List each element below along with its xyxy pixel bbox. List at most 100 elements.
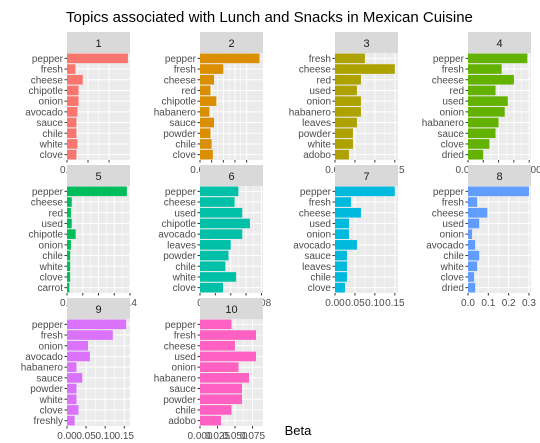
bar-chile <box>67 128 77 139</box>
bar-leaves <box>335 117 357 128</box>
y-tick-label: used <box>174 208 196 219</box>
bar-pepper <box>200 53 260 64</box>
bar-clove <box>67 405 79 415</box>
bar-used <box>200 207 243 218</box>
bar-chipotle <box>67 229 76 239</box>
bar-habanero <box>335 107 361 117</box>
y-tick-label: cheese <box>299 208 332 219</box>
facet-panel-1: 1 pepperfreshcheesechipotleonionavocadosa… <box>25 32 130 176</box>
bar-habanero <box>200 373 249 383</box>
bar-cheese <box>468 74 514 85</box>
bar-leaves <box>200 240 231 250</box>
x-tick-label: 0.1 <box>481 298 495 309</box>
facet-panel-8: 8 pepperfreshcheeseusedonionavocadochilew… <box>426 165 536 309</box>
bar-chipotle <box>67 85 79 96</box>
bar-pepper <box>468 186 529 197</box>
bar-onion <box>335 96 361 106</box>
bar-adobo <box>335 149 349 160</box>
y-tick-label: fresh <box>174 65 196 76</box>
y-tick-label: used <box>309 219 331 230</box>
facet-panel-4: 4 pepperfreshcheeseredusedonionhabanerosa… <box>422 32 540 176</box>
y-tick-label: freshly <box>34 416 63 427</box>
bar-clove <box>67 272 71 282</box>
y-tick-label: dried <box>442 283 464 294</box>
bar-clove <box>200 282 224 293</box>
y-tick-label: pepper <box>433 54 465 65</box>
bar-fresh <box>335 197 351 207</box>
y-tick-label: adobo <box>168 416 196 427</box>
y-tick-label: adobo <box>303 150 331 161</box>
bar-clove <box>67 149 77 160</box>
panel-background <box>468 186 531 293</box>
y-tick-label: white <box>39 262 64 273</box>
bar-cheese <box>200 340 235 351</box>
y-tick-label: sauce <box>36 118 63 129</box>
y-tick-label: clove <box>441 272 465 283</box>
facet-strip <box>200 298 263 319</box>
bar-onion <box>67 96 79 106</box>
y-tick-label: onion <box>172 363 196 374</box>
facet-strip <box>67 32 130 53</box>
bar-used <box>335 85 357 96</box>
bar-fresh <box>468 197 478 207</box>
bar-sauce <box>67 373 83 383</box>
y-tick-label: dried <box>442 150 464 161</box>
bar-used <box>468 96 508 106</box>
bar-white <box>67 261 71 272</box>
bar-sauce <box>200 383 242 394</box>
y-tick-label: red <box>317 75 331 86</box>
y-tick-label: clove <box>40 272 64 283</box>
y-tick-label: habanero <box>21 363 64 374</box>
y-tick-label: red <box>49 208 63 219</box>
y-tick-label: powder <box>30 384 63 395</box>
y-tick-label: sauce <box>304 251 331 262</box>
bar-adobo <box>200 415 221 426</box>
facet-strip-label: 8 <box>496 171 502 183</box>
bar-sauce <box>200 117 214 128</box>
bar-clove <box>468 272 475 282</box>
bar-freshly <box>67 415 75 426</box>
y-tick-label: chile <box>42 251 63 262</box>
y-tick-label: pepper <box>165 187 197 198</box>
facet-strip-label: 3 <box>363 38 369 50</box>
y-tick-label: habanero <box>154 107 197 118</box>
facet-panels: 1pepperfreshcheesechipotleonionavocadosa… <box>21 32 540 442</box>
y-tick-label: fresh <box>41 331 63 342</box>
y-tick-label: leaves <box>167 240 196 251</box>
facet-strip <box>335 32 398 53</box>
bar-sauce <box>468 128 496 139</box>
y-tick-label: chipotle <box>162 219 197 230</box>
bar-onion <box>468 229 473 239</box>
bar-pepper <box>200 319 232 330</box>
bar-onion <box>67 340 88 351</box>
x-tick-label: 0.025 <box>205 431 230 442</box>
y-tick-label: chile <box>175 262 196 273</box>
facet-panel-7: 7 pepperfreshcheeseusedonionavocadosaucel… <box>293 165 405 309</box>
bar-clove <box>335 282 345 293</box>
y-tick-label: habanero <box>422 118 465 129</box>
y-tick-label: powder <box>163 129 196 140</box>
y-tick-label: pepper <box>165 54 197 65</box>
y-tick-label: used <box>442 219 464 230</box>
bar-clove <box>200 149 213 160</box>
bar-cheese <box>67 197 72 207</box>
bar-fresh <box>67 64 76 74</box>
x-tick-label: 0.2 <box>502 298 516 309</box>
bar-carrot <box>67 282 70 293</box>
x-tick-label: 0.10 <box>365 298 385 309</box>
bar-onion <box>67 240 71 250</box>
x-tick-label: 0.05 <box>76 431 96 442</box>
facet-strip-label: 6 <box>228 171 234 183</box>
facet-panel-9: 9 pepperfreshonionavocadohabanerosaucepow… <box>21 298 134 442</box>
y-tick-label: white <box>307 139 332 150</box>
bar-pepper <box>67 186 127 197</box>
y-tick-label: cheese <box>432 208 465 219</box>
y-tick-label: chile <box>175 139 196 150</box>
bar-red <box>335 74 361 85</box>
bar-powder <box>200 128 211 139</box>
y-tick-label: cheese <box>432 75 465 86</box>
x-tick-label: 0.4 <box>123 298 137 309</box>
bar-used <box>335 218 349 229</box>
bar-white <box>200 272 237 282</box>
facet-strip <box>200 32 263 53</box>
